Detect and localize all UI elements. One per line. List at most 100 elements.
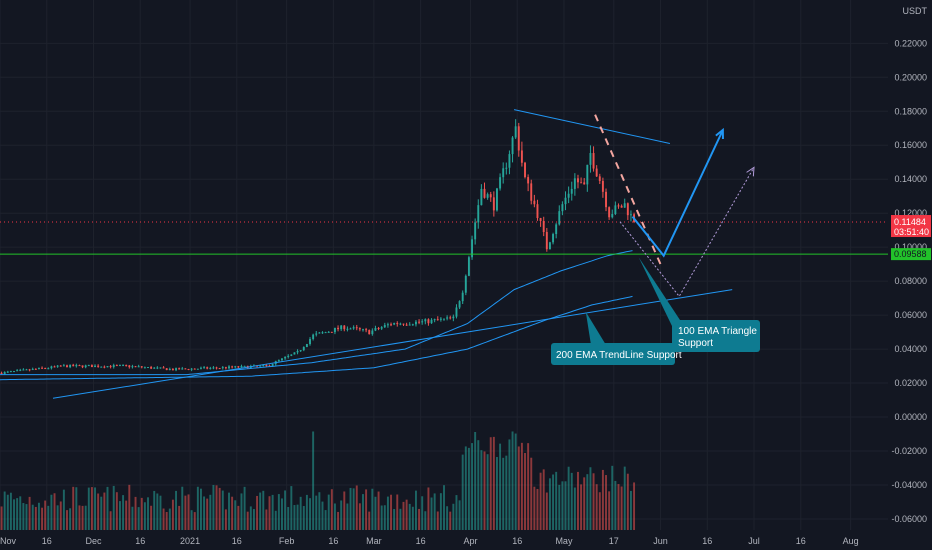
candle-body — [620, 205, 623, 208]
candle-body — [125, 365, 128, 367]
candle-body — [427, 319, 430, 324]
volume-bar — [287, 507, 290, 530]
candle-body — [601, 180, 604, 192]
candle-body — [433, 319, 436, 321]
candle-body — [474, 222, 477, 240]
volume-bar — [125, 500, 128, 530]
volume-bar — [393, 509, 396, 530]
candle-body — [411, 324, 414, 326]
volume-bar — [461, 454, 464, 530]
candle-body — [520, 150, 523, 163]
candle-body — [231, 366, 234, 368]
candle-body — [90, 365, 93, 368]
candle-body — [53, 366, 56, 368]
candle-body — [617, 205, 620, 207]
volume-bar — [196, 486, 199, 530]
volume-bar — [103, 492, 106, 530]
volume-bar — [377, 491, 380, 530]
volume-bar — [496, 457, 498, 530]
volume-bar — [302, 506, 305, 530]
volume-bar — [411, 506, 414, 530]
candle-body — [471, 239, 474, 258]
volume-bar — [62, 489, 65, 530]
volume-bar — [106, 486, 109, 530]
volume-bar — [471, 443, 474, 530]
candle-body — [203, 367, 206, 369]
volume-bar — [349, 487, 352, 530]
volume-bar — [608, 491, 611, 530]
volume-bar — [240, 493, 243, 530]
time-tick-label: 16 — [512, 536, 522, 546]
volume-bar — [221, 490, 224, 530]
volume-bar — [601, 469, 604, 530]
volume-bar — [358, 503, 361, 530]
price-tick-label: 0.20000 — [894, 72, 927, 82]
candle-body — [237, 366, 240, 368]
candle-body — [309, 339, 311, 345]
ema-200-line — [0, 295, 633, 381]
candle-body — [16, 370, 19, 372]
volume-bar — [9, 492, 12, 530]
time-tick-label: Aug — [843, 536, 859, 546]
time-tick-label: 2021 — [180, 536, 200, 546]
candle-body — [608, 207, 611, 218]
time-tick-label: Jun — [653, 536, 668, 546]
candle-body — [333, 327, 336, 333]
volume-bar — [22, 503, 25, 530]
candle-body — [324, 332, 327, 334]
candle-body — [140, 366, 143, 368]
candle-body — [168, 368, 171, 371]
volume-bar — [436, 511, 439, 530]
candle-body — [558, 211, 561, 225]
volume-bar — [109, 511, 112, 530]
candle-body — [19, 369, 22, 371]
volume-bar — [489, 437, 492, 530]
candle-body — [47, 368, 50, 370]
candle-body — [452, 316, 455, 319]
volume-bar — [234, 500, 237, 530]
candle-body — [97, 365, 100, 367]
candle-body — [147, 367, 149, 369]
candle-body — [81, 365, 84, 368]
volume-bar — [573, 487, 576, 530]
candle-body — [31, 368, 34, 370]
candle-body — [418, 321, 421, 323]
volume-bar — [28, 496, 31, 530]
volume-bar — [380, 505, 383, 530]
candle-body — [368, 330, 371, 335]
candle-body — [206, 367, 209, 369]
volume-bar — [143, 502, 146, 530]
candle-body — [28, 369, 31, 371]
volume-bar — [567, 466, 570, 530]
volume-bar — [215, 485, 218, 530]
volume-bar — [13, 499, 15, 530]
volume-bar — [467, 447, 470, 530]
volume-bar — [293, 505, 296, 530]
volume-bar — [439, 493, 442, 530]
candle-body — [162, 367, 165, 369]
volume-bar — [69, 508, 72, 530]
candle-body — [34, 368, 37, 370]
volume-bar — [611, 465, 614, 530]
volume-bar — [514, 433, 517, 530]
volume-bar — [324, 510, 327, 530]
candle-body — [181, 368, 184, 370]
candle-body — [281, 358, 283, 361]
volume-bar — [50, 494, 53, 530]
volume-bar — [305, 494, 308, 530]
ema-100-line — [0, 250, 633, 376]
volume-bar — [78, 505, 81, 530]
price-tick-label: 0.18000 — [894, 106, 927, 116]
volume-bar — [281, 498, 283, 530]
volume-bar — [499, 443, 502, 530]
volume-bar — [252, 509, 255, 530]
candle-body — [56, 365, 59, 367]
volume-bar — [97, 493, 100, 530]
candle-body — [527, 177, 530, 184]
volume-bar — [598, 492, 601, 530]
callout-text-100-ema-line2: Support — [678, 338, 713, 349]
candle-body — [570, 188, 573, 194]
volume-bar — [474, 432, 477, 530]
volume-bar — [605, 475, 607, 530]
candle-body — [349, 328, 352, 330]
